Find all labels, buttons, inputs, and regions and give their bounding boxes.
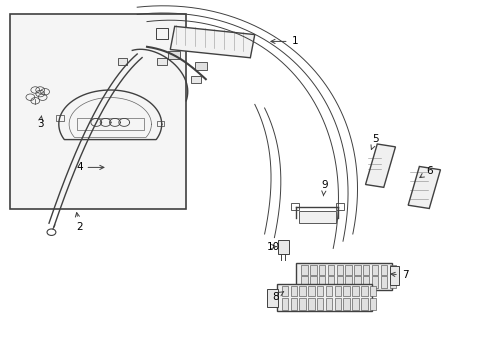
Text: 4: 4	[76, 162, 104, 172]
Bar	[282, 298, 288, 310]
Bar	[191, 76, 201, 83]
Bar	[319, 276, 325, 288]
Bar	[277, 284, 372, 311]
Bar	[336, 203, 344, 210]
Bar	[335, 298, 341, 310]
Bar	[372, 265, 378, 275]
Bar	[390, 265, 396, 275]
Bar	[278, 240, 289, 254]
Bar	[345, 276, 352, 288]
Bar	[301, 265, 308, 275]
Bar	[328, 265, 334, 275]
Bar	[337, 276, 343, 288]
Bar	[317, 286, 323, 296]
Bar	[352, 298, 359, 310]
Bar	[343, 286, 350, 296]
Bar	[363, 265, 369, 275]
Bar	[296, 263, 392, 290]
Bar	[299, 211, 336, 223]
Text: 8: 8	[272, 292, 284, 302]
Bar	[408, 166, 441, 208]
Text: 3: 3	[37, 116, 44, 129]
Bar	[335, 286, 341, 296]
Bar	[282, 286, 288, 296]
Bar	[291, 203, 299, 210]
Bar	[195, 62, 207, 70]
Text: 1: 1	[271, 36, 298, 46]
Bar	[343, 298, 350, 310]
Bar	[118, 58, 127, 65]
Bar	[361, 286, 368, 296]
Bar	[157, 121, 164, 126]
Bar	[328, 276, 334, 288]
Bar	[310, 276, 317, 288]
Bar	[267, 289, 278, 307]
Bar	[370, 286, 376, 296]
Bar	[301, 276, 308, 288]
Bar	[77, 118, 144, 130]
Bar	[370, 298, 376, 310]
Bar	[372, 276, 378, 288]
Bar	[354, 265, 361, 275]
Bar	[326, 286, 332, 296]
Bar	[291, 286, 297, 296]
Bar	[345, 265, 352, 275]
Bar	[317, 298, 323, 310]
Text: 5: 5	[371, 134, 379, 149]
Text: 2: 2	[75, 213, 83, 232]
Bar	[381, 265, 387, 275]
Bar	[337, 265, 343, 275]
Bar	[390, 276, 396, 288]
Bar	[171, 26, 255, 58]
Bar	[319, 265, 325, 275]
Bar	[354, 276, 361, 288]
Text: 10: 10	[267, 242, 280, 252]
Bar	[56, 115, 64, 121]
Bar	[361, 298, 368, 310]
Bar	[299, 298, 306, 310]
Bar	[366, 144, 395, 187]
Text: 7: 7	[391, 270, 409, 280]
Bar	[10, 14, 186, 209]
Bar	[310, 265, 317, 275]
Text: 9: 9	[321, 180, 328, 196]
Bar	[363, 276, 369, 288]
Bar	[390, 266, 399, 285]
Bar	[308, 286, 315, 296]
Bar	[291, 298, 297, 310]
Bar	[299, 286, 306, 296]
Bar	[156, 28, 168, 39]
Bar	[352, 286, 359, 296]
Text: 6: 6	[420, 166, 433, 177]
Bar	[308, 298, 315, 310]
Bar	[157, 58, 167, 65]
Bar	[381, 276, 387, 288]
Bar	[168, 51, 180, 59]
Bar	[326, 298, 332, 310]
